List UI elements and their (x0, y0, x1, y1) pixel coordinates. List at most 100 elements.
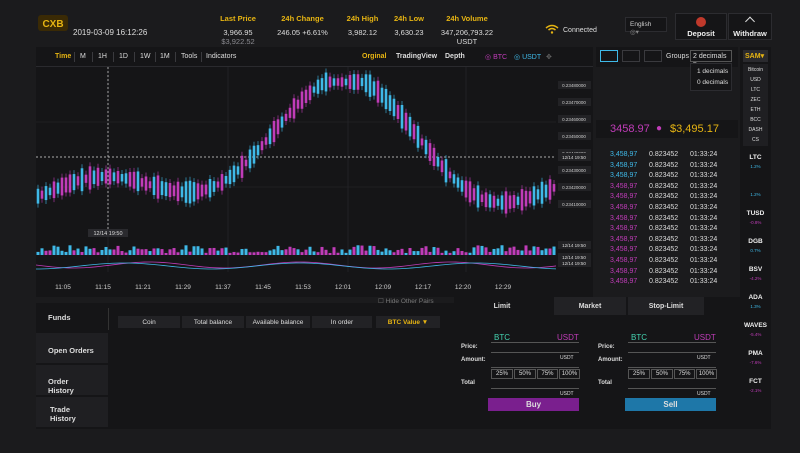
candle-body (164, 182, 168, 197)
sell-pct-25[interactable]: 25% (628, 369, 650, 379)
coin-list-item[interactable]: LTC 1.2% (740, 151, 771, 177)
coin-dropdown-item[interactable]: ZEC (750, 97, 761, 103)
indicators-menu[interactable]: Indicators (206, 53, 237, 60)
sell-pct-50[interactable]: 50% (651, 369, 673, 379)
col-coin[interactable]: Coin (118, 316, 180, 328)
orderbook-row[interactable]: 3,458,97 0.823452 01:33:24 (596, 277, 738, 287)
buy-amount-input[interactable] (491, 358, 579, 368)
orderbook-row[interactable]: 3,458,97 0.823452 01:33:24 (596, 171, 738, 181)
tab-open-orders[interactable]: Open Orders (36, 333, 108, 363)
view-asks-icon[interactable] (644, 50, 662, 62)
candle-body (360, 77, 364, 87)
buy-price-input[interactable] (491, 343, 579, 353)
sell-price-input[interactable] (628, 343, 716, 353)
volume-bar (264, 252, 268, 255)
orderbook-row[interactable]: 3,458,97 0.823452 01:33:24 (596, 224, 738, 234)
tab-trade-history[interactable]: Trade History (36, 397, 108, 427)
interval-1m[interactable]: 1M (160, 53, 170, 60)
interval-time[interactable]: Time (55, 53, 72, 60)
orderbook-row[interactable]: 3,458,97 0.823452 01:33:24 (596, 203, 738, 213)
coin-dropdown-item[interactable]: USD (750, 77, 761, 83)
tab-funds[interactable]: Funds (36, 303, 108, 333)
candle-body (520, 189, 524, 211)
orderbook-row[interactable]: 3,458,97 0.823452 01:33:24 (596, 214, 738, 224)
sell-base-label: BTC (631, 333, 647, 342)
coin-list-item[interactable]: WAVES -5.4% (740, 319, 771, 345)
deposit-button[interactable]: Deposit (675, 13, 727, 40)
buy-pct-25[interactable]: 25% (491, 369, 513, 379)
volume-bar (64, 251, 68, 255)
coin-list-item[interactable]: PMA -7.6% (740, 347, 771, 373)
tab-limit[interactable]: Limit (454, 297, 550, 315)
tab-order-history[interactable]: Order History (36, 365, 108, 395)
coin-list-item[interactable]: DGB 0.7% (740, 235, 771, 261)
fullscreen-icon[interactable]: ✥ (546, 54, 552, 61)
coin-dropdown-item[interactable]: DASH (748, 127, 763, 133)
price-chart-panel[interactable]: Time M 1H 1D 1W 1M Tools Indicators Orgi… (36, 47, 593, 297)
buy-pct-75[interactable]: 75% (537, 369, 558, 379)
candlestick-chart[interactable]: 0.23480000 0.23470000 0.23460000 0.23450000… (36, 67, 593, 297)
coin-list-item[interactable]: TUSD -0.8% (740, 207, 771, 233)
coin-selector[interactable]: SAM▾ (743, 50, 768, 62)
candle-body (328, 76, 332, 88)
withdraw-button[interactable]: Withdraw (728, 13, 772, 40)
coin-list-item[interactable]: 1.2% (740, 179, 771, 205)
volume-bar (356, 245, 360, 255)
price-tag-text: 0.23450000 (562, 134, 586, 139)
coin-list-item[interactable]: ADA 1.3% (740, 291, 771, 317)
order-amount: 0.823452 (649, 278, 679, 286)
col-total-balance[interactable]: Total balance (182, 316, 244, 328)
orderbook-row[interactable]: 3,458,97 0.823452 01:33:24 (596, 150, 738, 160)
sell-total-input[interactable] (628, 379, 716, 389)
volume-bar (216, 250, 220, 255)
hide-other-pairs-checkbox[interactable]: ☐ Hide Other Pairs (378, 298, 434, 305)
tools-menu[interactable]: Tools (181, 53, 198, 60)
groups-option[interactable]: 0 decimals (697, 79, 729, 86)
tab-stop-limit[interactable]: Stop-Limit (628, 297, 704, 315)
orderbook-row[interactable]: 3,458,97 0.823452 01:33:24 (596, 161, 738, 171)
view-both-icon[interactable] (600, 50, 618, 62)
groups-select[interactable]: 2 decimals ▾ (690, 50, 732, 68)
sell-amount-input[interactable] (628, 358, 716, 368)
interval-1d[interactable]: 1D (119, 53, 128, 60)
coin-list-item[interactable]: BSV -4.2% (740, 263, 771, 289)
buy-form: BTC USDT Price: USDT Amount: 25% 50% 75%… (461, 331, 581, 427)
candle-body (236, 166, 240, 175)
orderbook-row[interactable]: 3,458,97 0.823452 01:33:24 (596, 256, 738, 266)
coin-dropdown-item[interactable]: CS (752, 137, 759, 143)
orderbook-row[interactable]: 3,458,97 0.823452 01:33:24 (596, 245, 738, 255)
view-original[interactable]: Orginal (362, 53, 387, 60)
coin-list-item[interactable]: FCT -2.1% (740, 375, 771, 401)
coin-dropdown-item[interactable]: BCC (750, 117, 761, 123)
col-available-balance[interactable]: Available balance (246, 316, 310, 328)
orderbook-row[interactable]: 3,458,97 0.823452 01:33:24 (596, 267, 738, 277)
sell-pct-75[interactable]: 75% (674, 369, 695, 379)
orderbook-row[interactable]: 3,458,97 0.823452 01:33:24 (596, 182, 738, 192)
buy-pct-50[interactable]: 50% (514, 369, 536, 379)
sell-pct-100[interactable]: 100% (696, 369, 717, 379)
interval-1h[interactable]: 1H (98, 53, 107, 60)
coin-dropdown-item[interactable]: Bitcoin (747, 67, 763, 73)
sell-total-unit: USDT (697, 391, 711, 397)
col-in-order[interactable]: In order (312, 316, 372, 328)
interval-m[interactable]: M (80, 53, 86, 60)
interval-1w[interactable]: 1W (140, 53, 151, 60)
orderbook-row[interactable]: 3,458,97 0.823452 01:33:24 (596, 192, 738, 202)
view-bids-icon[interactable] (622, 50, 640, 62)
coin-dropdown-item[interactable]: LTC (750, 87, 761, 93)
sell-button[interactable]: Sell (625, 398, 716, 411)
volume-bar (380, 251, 384, 255)
view-depth[interactable]: Depth (445, 53, 465, 60)
volume-bar (220, 248, 224, 255)
coin-dropdown-item[interactable]: ETH (750, 107, 761, 113)
groups-option[interactable]: 1 decimals (697, 68, 729, 75)
btc-value-select[interactable]: BTC Value ▼ (376, 316, 440, 328)
view-tradingview[interactable]: TradingView (396, 53, 438, 60)
buy-button[interactable]: Buy (488, 398, 579, 411)
orderbook-row[interactable]: 3,458,97 0.823452 01:33:24 (596, 235, 738, 245)
tab-market[interactable]: Market (554, 297, 626, 315)
coin-name: WAVES (744, 322, 767, 329)
buy-total-input[interactable] (491, 379, 579, 389)
language-selector[interactable]: English ◎▾ (625, 17, 667, 36)
buy-pct-100[interactable]: 100% (559, 369, 580, 379)
